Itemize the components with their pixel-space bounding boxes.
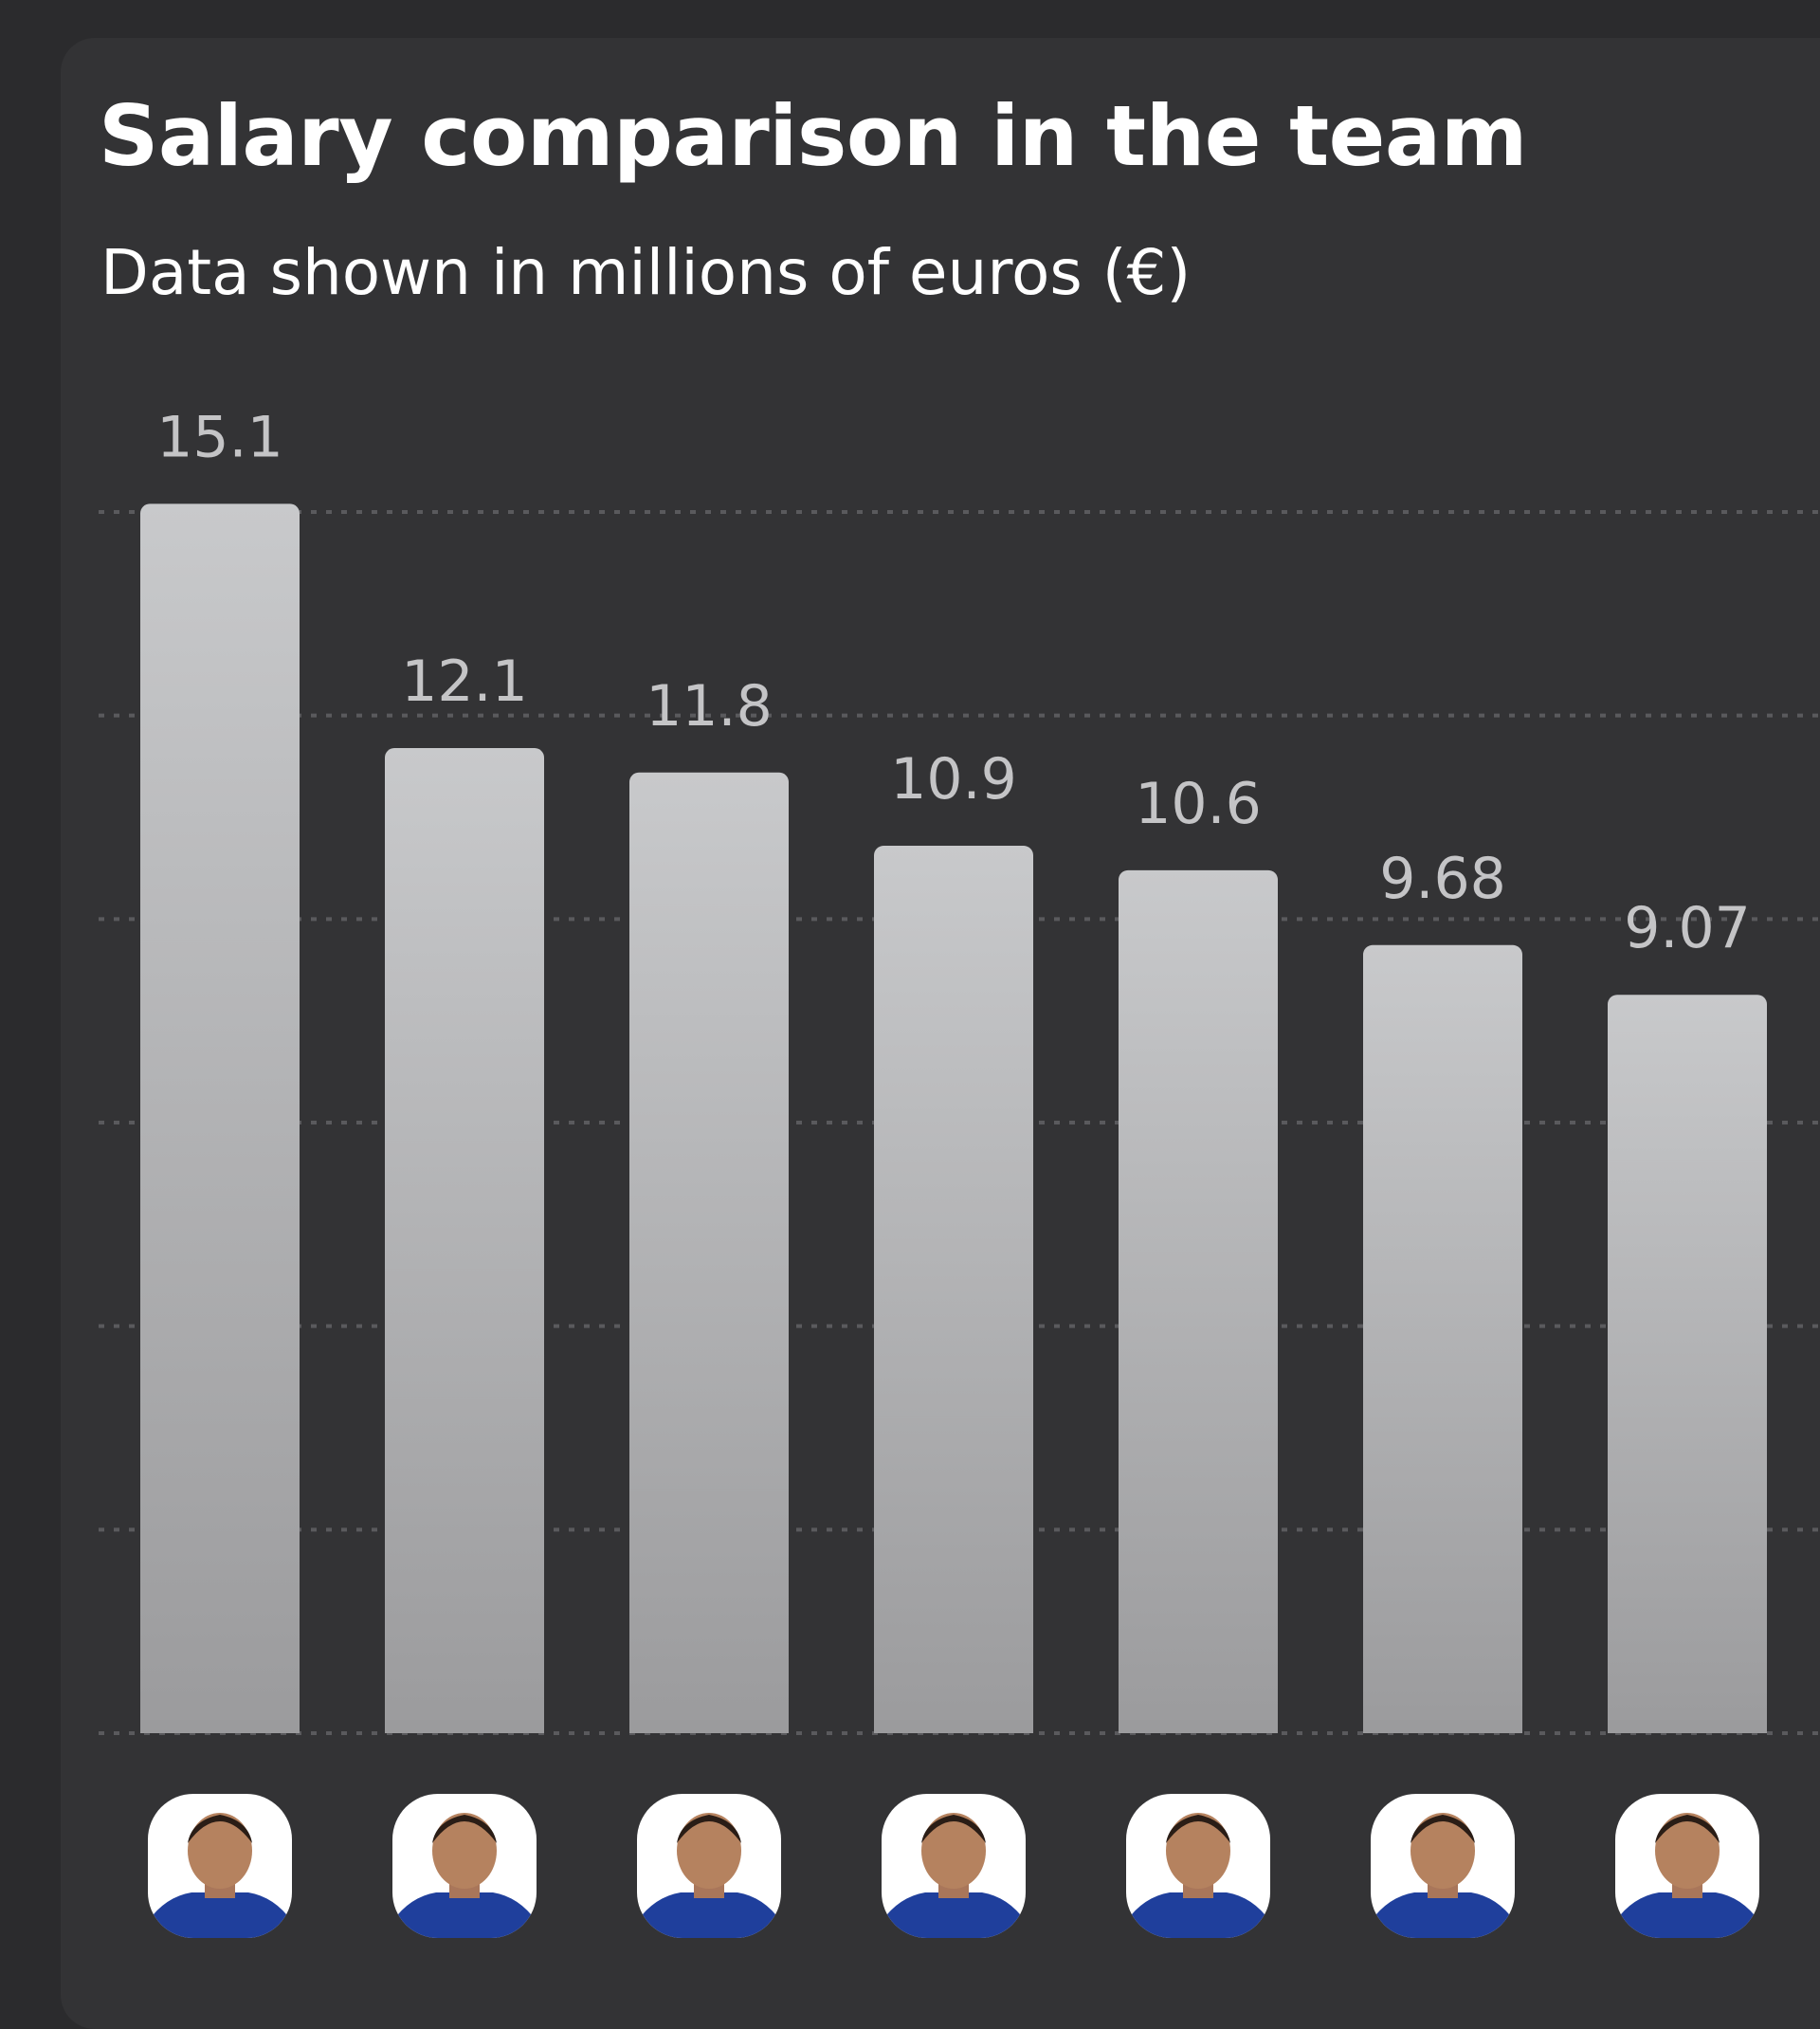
- bar: [140, 503, 300, 1733]
- bar: [629, 772, 789, 1733]
- bar-base: [1119, 1720, 1278, 1733]
- bar: [874, 846, 1033, 1733]
- bar-value-label: 10.9: [890, 746, 1017, 813]
- bar-base: [385, 1720, 544, 1733]
- player-photo-icon: [882, 1794, 1026, 1938]
- bar: [1119, 869, 1278, 1733]
- bar: [1363, 944, 1522, 1733]
- bar-base: [629, 1720, 789, 1733]
- bar-value-label: 10.6: [1135, 771, 1262, 837]
- chart-title: Salary comparison in the team: [99, 87, 1527, 185]
- player-photo-icon: [637, 1794, 781, 1938]
- bar-base: [874, 1720, 1033, 1733]
- bars: [140, 503, 1767, 1733]
- player-photo-icon: [1371, 1794, 1515, 1938]
- player-photos: [148, 1794, 1759, 1938]
- player-photo-icon: [1615, 1794, 1759, 1938]
- bar-base: [1608, 1720, 1767, 1733]
- player-photo-icon: [148, 1794, 292, 1938]
- bar: [385, 748, 544, 1733]
- salary-bar-chart: 15.1 12.1 11.8 10.9 10.6 9.68 9.07: [99, 404, 1820, 1938]
- bar-value-label: 12.1: [401, 649, 528, 715]
- bar-value-label: 11.8: [646, 673, 773, 740]
- bar-value-label: 15.1: [156, 404, 283, 470]
- player-photo-icon: [392, 1794, 537, 1938]
- bar-base: [140, 1720, 300, 1733]
- bar-value-label: 9.07: [1624, 895, 1751, 961]
- bar-base: [1363, 1720, 1522, 1733]
- chart-subtitle: Data shown in millions of euros (€): [100, 236, 1192, 309]
- player-photo-icon: [1126, 1794, 1270, 1938]
- value-labels: 15.1 12.1 11.8 10.9 10.6 9.68 9.07: [156, 404, 1751, 961]
- bar: [1608, 995, 1767, 1733]
- bar-value-label: 9.68: [1379, 846, 1506, 912]
